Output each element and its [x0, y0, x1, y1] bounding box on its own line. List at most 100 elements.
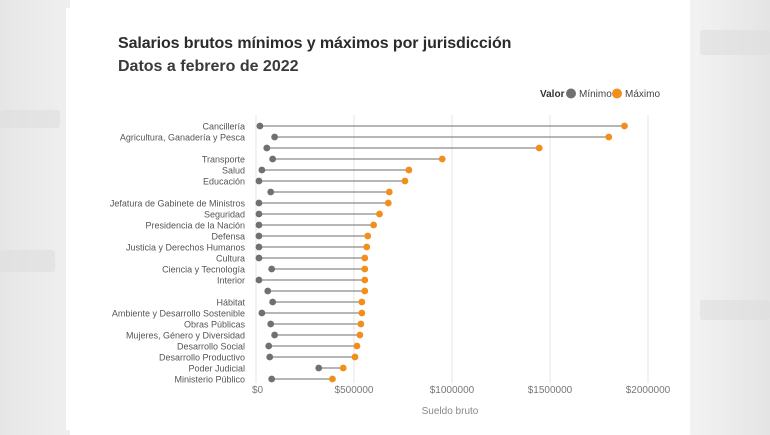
dumbbell-row: Ministerio Público	[174, 375, 336, 385]
row-label: Poder Judicial	[188, 364, 245, 374]
x-axis-ticks: $0 $500000 $1000000 $1500000 $2000000	[252, 385, 671, 396]
max-point	[364, 232, 372, 240]
row-label: Agricultura, Ganadería y Pesca	[120, 133, 245, 143]
max-point	[361, 287, 369, 295]
min-point	[255, 177, 263, 185]
max-point	[361, 276, 369, 284]
row-label: Obras Públicas	[184, 320, 246, 330]
legend-max-swatch	[612, 88, 622, 99]
row-label: Salud	[222, 166, 245, 176]
dumbbell-row: Cultura	[216, 254, 369, 264]
min-point	[255, 221, 263, 229]
dumbbell-row: Jefatura de Gabinete de Ministros	[110, 199, 392, 209]
min-point	[267, 320, 275, 328]
legend-min-label: Mínimo	[579, 89, 612, 100]
x-tick-label: $1000000	[430, 385, 475, 396]
row-label: Justicia y Derechos Humanos	[126, 243, 246, 253]
dumbbell-row	[263, 144, 543, 152]
dumbbell-row: Justicia y Derechos Humanos	[126, 243, 371, 253]
min-point	[265, 342, 273, 350]
min-point	[256, 122, 264, 130]
max-point	[339, 364, 347, 372]
x-tick-label: $1500000	[528, 385, 573, 396]
row-label: Educación	[203, 177, 245, 187]
dumbbell-row: Cancillería	[202, 122, 628, 132]
chart-subtitle: Datos a febrero de 2022	[118, 58, 299, 75]
min-point	[271, 133, 279, 141]
min-point	[268, 265, 276, 273]
dumbbell-row	[267, 188, 393, 196]
row-label: Desarrollo Social	[177, 342, 245, 352]
background-blur-block	[700, 300, 770, 320]
min-point	[255, 254, 263, 262]
max-point	[329, 375, 336, 383]
background-blur-block	[700, 30, 770, 55]
max-point	[405, 166, 413, 174]
row-label: Cancillería	[202, 122, 245, 132]
max-point	[438, 155, 446, 163]
min-point	[266, 353, 274, 361]
chart-title: Salarios brutos mínimos y máximos por ju…	[118, 35, 512, 52]
row-label: Cultura	[216, 254, 245, 264]
min-point	[267, 188, 275, 196]
max-point	[358, 298, 366, 306]
chart-card	[66, 8, 690, 430]
dumbbell-row: Desarrollo Social	[177, 342, 361, 352]
max-point	[385, 188, 393, 196]
max-point	[363, 243, 371, 251]
row-label: Ministerio Público	[174, 375, 245, 385]
x-axis-label: Sueldo bruto	[422, 406, 479, 417]
row-label: Jefatura de Gabinete de Ministros	[110, 199, 246, 209]
dumbbell-row: Ciencia y Tecnología	[162, 265, 369, 275]
row-label: Seguridad	[204, 210, 245, 220]
max-point	[358, 309, 366, 317]
dumbbell-row: Mujeres, Género y Diversidad	[126, 331, 364, 341]
legend-min-swatch	[566, 88, 576, 99]
background-blur-block	[0, 110, 60, 128]
dumbbell-row	[264, 287, 369, 295]
max-point	[535, 144, 543, 152]
row-label: Desarrollo Productivo	[159, 353, 245, 363]
row-label: Interior	[217, 276, 245, 286]
dumbbell-row: Educación	[203, 177, 409, 187]
dumbbell-row: Interior	[217, 276, 369, 286]
max-point	[361, 265, 369, 273]
row-label: Hábitat	[216, 298, 245, 308]
max-point	[401, 177, 409, 185]
max-point	[605, 133, 613, 141]
dumbbell-row: Seguridad	[204, 210, 383, 220]
dumbbell-row: Desarrollo Productivo	[159, 353, 359, 363]
row-label: Ambiente y Desarrollo Sostenible	[112, 309, 245, 319]
min-point	[271, 331, 279, 339]
dumbbell-row: Transporte	[202, 155, 446, 165]
min-point	[269, 155, 277, 163]
min-point	[255, 210, 263, 218]
dumbbell-row: Poder Judicial	[188, 364, 347, 374]
gridlines	[255, 115, 649, 383]
x-tick-label: $2000000	[626, 385, 671, 396]
max-point	[384, 199, 392, 207]
dumbbell-row: Obras Públicas	[184, 320, 365, 330]
dumbbell-row: Presidencia de la Nación	[145, 221, 377, 231]
min-point	[255, 276, 263, 284]
row-label: Transporte	[202, 155, 245, 165]
max-point	[353, 342, 361, 350]
dumbbell-row: Defensa	[211, 232, 372, 242]
min-point	[264, 287, 272, 295]
min-point	[263, 144, 271, 152]
min-point	[255, 232, 263, 240]
dumbbell-row: Salud	[222, 166, 413, 176]
dumbbell-row: Ambiente y Desarrollo Sostenible	[112, 309, 366, 319]
max-point	[370, 221, 377, 229]
dumbbell-row: Agricultura, Ganadería y Pesca	[120, 133, 613, 143]
legend: Valor Mínimo Máximo	[540, 88, 660, 100]
dumbbell-row: Hábitat	[216, 298, 366, 308]
max-point	[351, 353, 359, 361]
min-point	[255, 199, 263, 207]
x-tick-label: $0	[252, 385, 264, 396]
min-point	[268, 375, 276, 383]
background-blur-block	[0, 250, 55, 272]
min-point	[258, 309, 266, 317]
